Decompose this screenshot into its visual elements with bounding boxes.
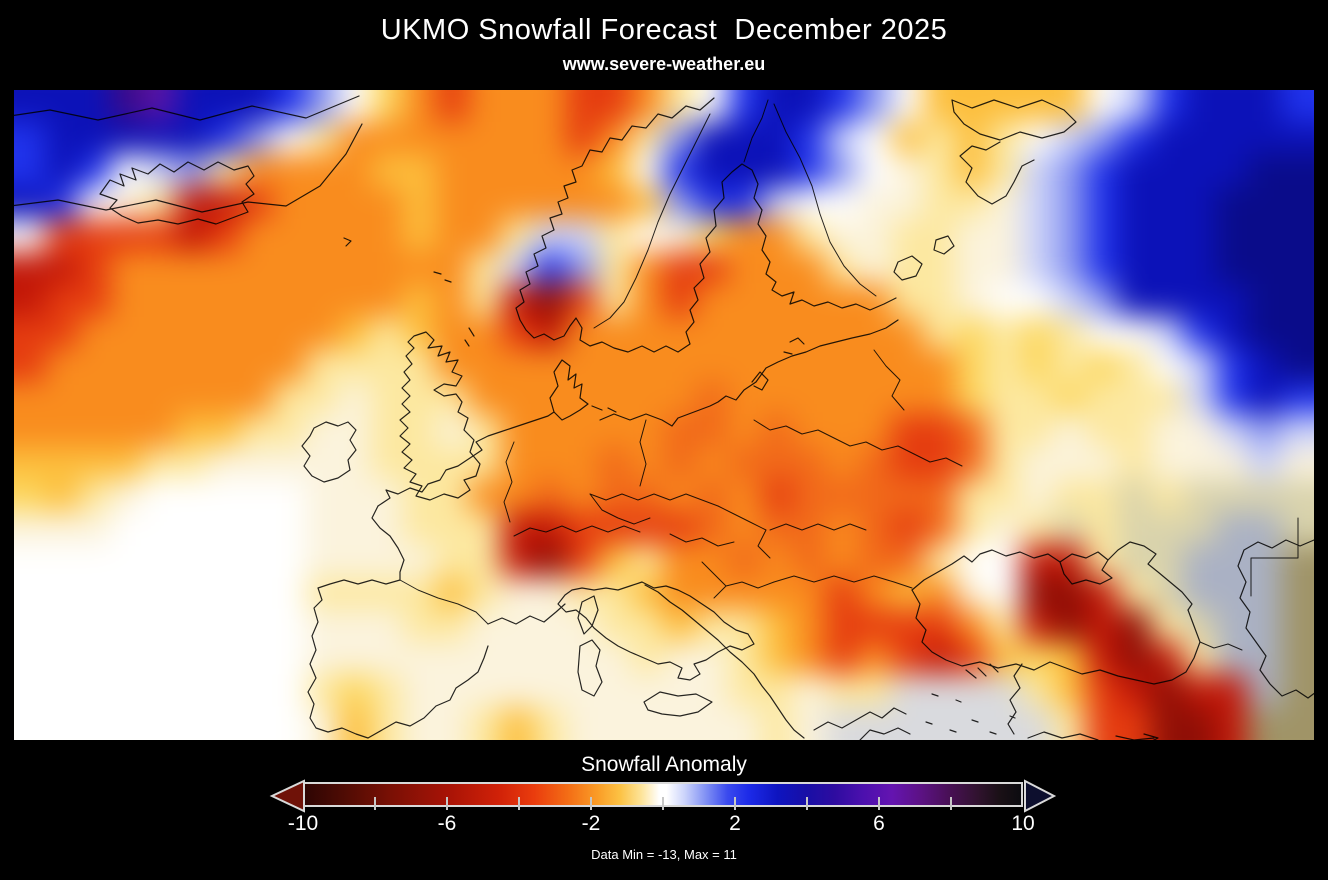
anomaly-field xyxy=(14,90,1314,740)
coastline-baltic-south xyxy=(599,319,899,427)
coastline-cyprus xyxy=(1143,733,1159,740)
coastline-lake-onega xyxy=(933,235,955,255)
coastline-faroes xyxy=(433,271,452,283)
border-russia-south xyxy=(913,453,963,467)
coastline-great-britain xyxy=(399,331,481,501)
coastline-white-sea xyxy=(959,141,1035,205)
coastline-scandinavia xyxy=(515,97,897,353)
page-title: UKMO Snowfall Forecast December 2025 xyxy=(380,14,948,46)
border-germany-west xyxy=(503,441,515,523)
colorbar-tick-label: -6 xyxy=(437,812,457,835)
data-range-note: Data Min = -13, Max = 11 xyxy=(591,847,737,862)
border-serbia xyxy=(701,561,775,599)
coastline-continental-west xyxy=(377,411,555,507)
border-caucasus xyxy=(1199,641,1243,651)
coastline-greenland-north xyxy=(14,95,360,121)
border-carpathians xyxy=(717,505,771,559)
coastline-aegean-islands xyxy=(925,693,1016,735)
coastline-iberia xyxy=(307,579,489,739)
border-alps xyxy=(513,525,641,537)
colorbar-tick-label: -10 xyxy=(287,812,319,835)
coastline-turkey-west xyxy=(1007,663,1155,740)
coastline-jan-mayen xyxy=(343,237,352,247)
border-norway-sweden xyxy=(593,113,711,329)
coastlines-svg xyxy=(14,95,1314,740)
border-pyrenees xyxy=(399,579,489,625)
coastline-greenland-south xyxy=(14,123,363,213)
colorbar-tick-label: 6 xyxy=(873,812,885,835)
coastline-riga-gulf xyxy=(751,371,769,391)
colorbar-tick-label: 2 xyxy=(729,812,741,835)
page-subtitle: www.severe-weather.eu xyxy=(562,54,766,74)
coastline-biscay xyxy=(371,505,405,581)
coastline-iceland xyxy=(99,161,255,225)
coastline-italy xyxy=(557,581,755,681)
border-romania-ukraine xyxy=(769,523,867,531)
colorbar-label: Snowfall Anomaly xyxy=(581,753,747,776)
border-danube-bulgaria xyxy=(773,575,913,589)
coastline-adriatic-east xyxy=(644,584,805,739)
border-hungary xyxy=(669,533,735,547)
coastline-lake-ladoga xyxy=(893,255,923,281)
border-poland-czech xyxy=(589,493,719,507)
coastline-france-med xyxy=(487,603,566,625)
coastline-sardinia xyxy=(577,639,603,697)
colorbar-tick-label: 10 xyxy=(1011,812,1035,835)
coastline-black-sea-north xyxy=(911,549,1061,591)
border-germany-poland xyxy=(639,419,647,487)
border-kazakh-box xyxy=(1250,517,1299,597)
coastline-shetland xyxy=(464,327,475,347)
border-finland-russia xyxy=(773,103,877,297)
coastline-caspian xyxy=(1237,539,1314,699)
colorbar-right-arrow xyxy=(1024,779,1057,813)
colorbar-tick-label: -2 xyxy=(581,812,601,835)
coastline-corsica xyxy=(577,595,599,635)
weather-map xyxy=(14,90,1314,740)
colorbar-left-arrow xyxy=(269,779,305,813)
coastline-greece xyxy=(813,663,999,740)
coastline-crimea xyxy=(1059,551,1113,585)
border-czech-austria xyxy=(589,493,651,525)
coastline-kola xyxy=(951,99,1077,141)
coastline-sicily xyxy=(643,691,713,717)
colorbar-gradient xyxy=(303,782,1023,807)
border-sweden-finland xyxy=(743,99,769,163)
coastline-danish-islands xyxy=(591,405,617,413)
border-belarus xyxy=(753,349,915,455)
coastline-black-sea-south xyxy=(911,589,1201,685)
coastline-ireland xyxy=(301,421,357,483)
coastline-azov xyxy=(1107,541,1193,611)
coastline-denmark xyxy=(549,359,589,421)
coastline-estonian-islands xyxy=(783,337,805,355)
